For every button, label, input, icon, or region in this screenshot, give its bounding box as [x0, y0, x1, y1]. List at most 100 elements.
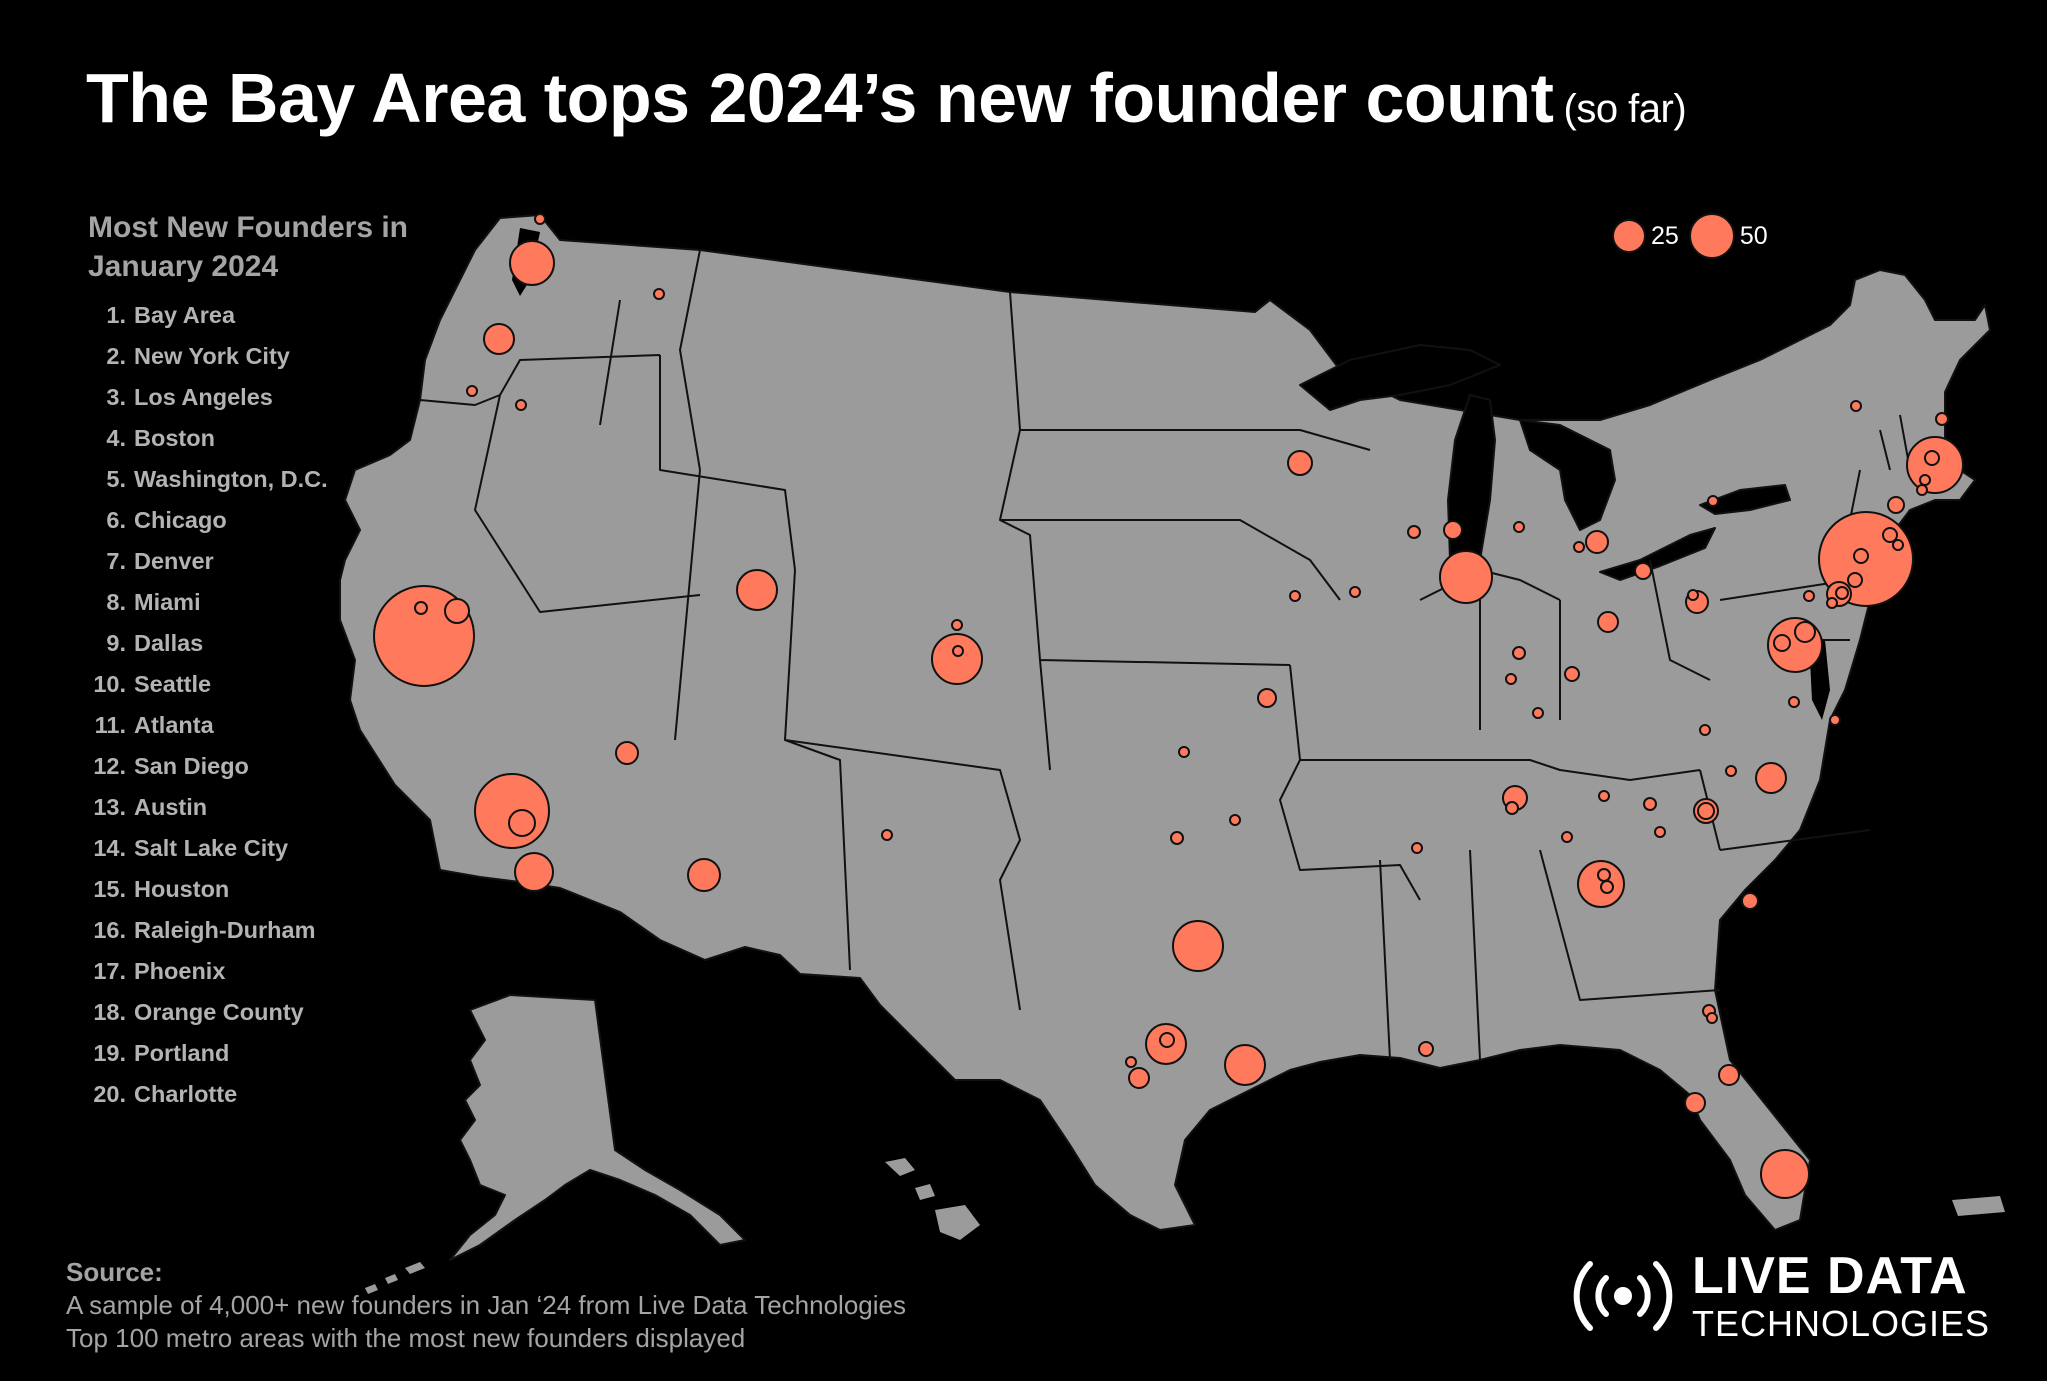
logo-wordmark: LIVE DATA TECHNOLOGIES [1692, 1250, 1990, 1342]
bubble-minneapolis [1287, 450, 1313, 476]
bubble-salt-lake-city [736, 569, 778, 611]
bubble-tampa [1684, 1092, 1706, 1114]
list-item: 6. Chicago [106, 507, 227, 533]
bubble-columbus [1597, 611, 1619, 633]
logo-line-1: LIVE DATA [1692, 1247, 1968, 1305]
list-item: 3. Los Angeles [106, 384, 273, 410]
source-note: Source: A sample of 4,000+ new founders … [66, 1256, 906, 1355]
bubble-oregon-b [515, 399, 527, 411]
bubble-los-angeles [474, 773, 550, 849]
list-item: 16. Raleigh-Durham [93, 917, 316, 943]
bubble-dallas [1172, 920, 1224, 972]
bubble-rochester [1707, 495, 1719, 507]
list-item: 13. Austin [93, 794, 208, 820]
bubble-greensboro [1725, 765, 1737, 777]
page-title: The Bay Area tops 2024’s new founder cou… [86, 58, 1687, 138]
bubble-kansas-city [1257, 688, 1277, 708]
bubble-charlotte-inner [1697, 802, 1715, 820]
bubble-michigan-west [1513, 521, 1525, 533]
bubble-nashville-inner [1505, 801, 1519, 815]
bubble-seattle [509, 240, 555, 286]
lake-superior [1299, 344, 1501, 411]
bubble-oklahoma-city [1170, 831, 1184, 845]
bubble-cincinnati [1564, 666, 1580, 682]
bubble-indiana-north [1512, 646, 1526, 660]
list-item: 7. Denver [106, 548, 214, 574]
source-line-1: A sample of 4,000+ new founders in Jan ‘… [66, 1290, 906, 1320]
list-item: 14. Salt Lake City [93, 835, 289, 861]
puerto-rico [1952, 1196, 2005, 1216]
ranking-items: 1. Bay Area 2. New York City 3. Los Angeles… [86, 302, 486, 1122]
list-item: 2. New York City [106, 343, 290, 369]
list-item: 9. Dallas [106, 630, 204, 656]
bubble-albuquerque [881, 829, 893, 841]
ranking-list: Most New Founders in January 2024 1. Bay … [86, 208, 486, 1122]
source-line-2: Top 100 metro areas with the most new fo… [66, 1323, 746, 1353]
bubble-new-orleans [1418, 1041, 1434, 1057]
bubble-providence [1916, 484, 1928, 496]
title-main: The Bay Area tops 2024’s new founder cou… [86, 59, 1554, 137]
bubble-houston [1224, 1044, 1266, 1086]
bubble-portland [483, 323, 515, 355]
bubble-phoenix [687, 858, 721, 892]
bubble-asheville [1643, 797, 1657, 811]
bubble-des-moines [1289, 590, 1301, 602]
hawaii [885, 1158, 980, 1240]
bubble-greenville [1654, 826, 1666, 838]
bubble-boston-inner-a [1924, 450, 1940, 466]
lake-ontario [1699, 484, 1791, 515]
bubble-norfolk [1829, 714, 1841, 726]
bubble-madison [1407, 525, 1421, 539]
list-item: 12. San Diego [93, 753, 249, 779]
bubble-bay-area-north [444, 598, 470, 624]
bubble-milwaukee [1443, 520, 1463, 540]
bubble-trenton [1826, 597, 1838, 609]
legend-dot-small [1612, 219, 1646, 253]
bubble-spokane [653, 288, 665, 300]
bubble-boulder [951, 619, 963, 631]
bubble-portland-maine [1935, 412, 1949, 426]
bubble-indianapolis [1505, 673, 1517, 685]
list-item: 15. Houston [93, 876, 230, 902]
bubble-detroit [1585, 530, 1609, 554]
bubble-philadelphia-inner [1835, 586, 1849, 600]
bubble-lansing [1573, 541, 1585, 553]
bubble-charleston [1741, 892, 1759, 910]
bubble-burlington [1850, 400, 1862, 412]
list-item: 1. Bay Area [106, 302, 236, 328]
title-subtitle: (so far) [1563, 87, 1687, 131]
list-item: 20. Charlotte [93, 1081, 238, 1107]
bubble-nyc-inner-d [1847, 572, 1863, 588]
bubble-nyc-inner-c [1853, 548, 1869, 564]
bubble-iowa [1349, 586, 1361, 598]
list-item: 19. Portland [93, 1040, 230, 1066]
bubble-oregon-a [466, 385, 478, 397]
founder-bubbles [373, 213, 1964, 1199]
bubble-louisville [1532, 707, 1544, 719]
bubble-san-antonio [1128, 1067, 1150, 1089]
bubble-orlando [1718, 1064, 1740, 1086]
bubble-dc-inner-b [1773, 634, 1791, 652]
bubble-denver-inner [952, 645, 964, 657]
aleutian-islands [365, 1262, 425, 1294]
bubble-jacksonville-b [1706, 1012, 1718, 1024]
bubble-boston-inner-b [1919, 474, 1931, 486]
list-item: 8. Miami [106, 589, 201, 615]
land [339, 214, 2005, 1294]
bubble-san-diego [514, 852, 554, 892]
bubble-miami [1760, 1149, 1810, 1199]
bubble-nyc-inner-b [1892, 539, 1904, 551]
list-item: 17. Phoenix [93, 958, 226, 984]
bubble-toledo [1634, 562, 1652, 580]
list-item: 11. Atlanta [94, 712, 214, 738]
bubble-denver [931, 633, 983, 685]
source-heading: Source: [66, 1257, 163, 1287]
bubble-dc-inner-a [1794, 621, 1816, 643]
lake-erie [1599, 527, 1716, 581]
list-item: 10. Seattle [93, 671, 212, 697]
alaska [449, 994, 746, 1261]
legend-label-small: 25 [1651, 221, 1679, 250]
lake-huron [1519, 419, 1616, 531]
list-item: 4. Boston [106, 425, 215, 451]
